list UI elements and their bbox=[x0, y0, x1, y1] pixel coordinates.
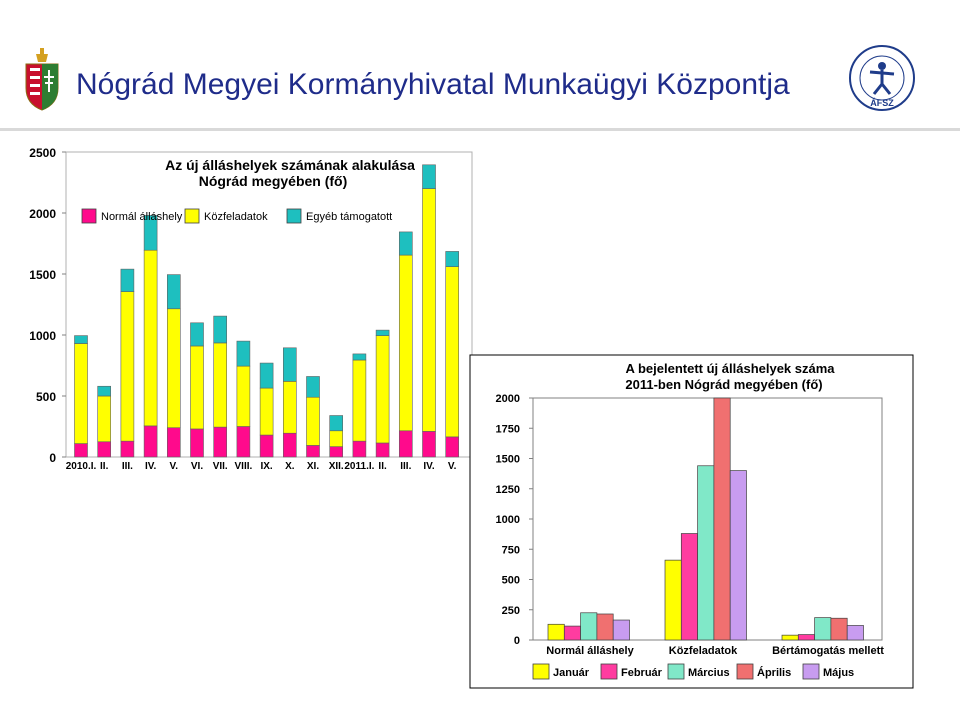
chart1-legend-swatch bbox=[184, 208, 200, 224]
chart2-ytick-label: 1500 bbox=[496, 454, 520, 466]
chart1-xtick-label: XII. bbox=[329, 461, 344, 472]
chart1-xtick-label: VII. bbox=[213, 461, 228, 472]
chart2-bar bbox=[814, 617, 832, 641]
chart2-title: A bejelentett új álláshelyek száma bbox=[625, 361, 835, 376]
chart1-xtick-label: III. bbox=[122, 461, 133, 472]
chart1-bar-segment bbox=[97, 385, 111, 397]
chart1-legend-label: Egyéb támogatott bbox=[306, 211, 392, 223]
chart2-legend-swatch bbox=[600, 663, 618, 680]
chart2-bar bbox=[612, 619, 630, 641]
chart1-ytick-label: 500 bbox=[36, 390, 56, 404]
chart2-legend-label: Május bbox=[823, 667, 854, 679]
chart1-bar-segment bbox=[306, 376, 320, 398]
chart1-bar-segment bbox=[190, 322, 204, 347]
chart1-xtick-label: VI. bbox=[191, 461, 203, 472]
chart1-subtitle: Nógrád megyében (fő) bbox=[199, 173, 348, 189]
chart1-xtick-label: II. bbox=[100, 461, 109, 472]
chart2-ytick-label: 750 bbox=[502, 544, 520, 556]
chart2-bar bbox=[547, 623, 565, 641]
chart2-bar bbox=[781, 634, 799, 641]
chart1-legend-label: Közfeladatok bbox=[204, 211, 268, 223]
chart1-legend-label: Normál álláshely bbox=[101, 211, 183, 223]
chart2-legend-label: Január bbox=[553, 667, 590, 679]
chart1-bar-segment bbox=[329, 415, 344, 432]
chart1-xtick-label: IV. bbox=[423, 461, 435, 472]
chart2-ytick-label: 250 bbox=[502, 605, 520, 617]
chart2-legend-swatch bbox=[802, 663, 820, 680]
chart2-subtitle: 2011-ben Nógrád megyében (fő) bbox=[625, 377, 822, 392]
chart1-xtick-label: X. bbox=[285, 461, 295, 472]
chart1-bar-segment bbox=[120, 268, 135, 292]
chart1-bar-segment bbox=[236, 340, 251, 367]
chart1-bar-segment bbox=[143, 215, 158, 251]
chart2-bar bbox=[830, 617, 848, 641]
page-title: Nógrád Megyei Kormányhivatal Munkaügyi K… bbox=[76, 68, 790, 101]
chart2-ytick-label: 2000 bbox=[496, 393, 520, 405]
chart1-bar-segment bbox=[74, 335, 88, 344]
chart1-xtick-label: XI. bbox=[307, 461, 319, 472]
chart1-bar-segment bbox=[167, 274, 181, 310]
chart1-legend-swatch bbox=[81, 208, 97, 224]
chart1-ytick-label: 0 bbox=[49, 451, 56, 465]
chart1-bar-segment bbox=[213, 315, 227, 344]
chart2-xtick-label: Közfeladatok bbox=[669, 645, 738, 657]
chart2-xtick-label: Normál álláshely bbox=[546, 645, 634, 657]
chart1-xtick-label: IX. bbox=[260, 461, 272, 472]
chart2-bar bbox=[680, 533, 698, 641]
chart2-legend-label: Február bbox=[621, 667, 663, 679]
chart2-bar bbox=[697, 465, 715, 641]
chart1-ytick-label: 1500 bbox=[29, 268, 56, 282]
chart1-xtick-label: 2010.I. bbox=[66, 461, 97, 472]
hungarian-crest-icon bbox=[25, 48, 59, 111]
chart1-legend-swatch bbox=[286, 208, 302, 224]
chart2-bar bbox=[713, 397, 731, 641]
afsz-logo-icon: ÁFSZ bbox=[849, 45, 915, 111]
chart1-ytick-label: 2000 bbox=[29, 207, 56, 221]
chart2-legend-label: Április bbox=[757, 666, 791, 679]
chart1-xtick-label: 2011.I. bbox=[344, 461, 374, 472]
chart2-bar bbox=[797, 634, 815, 641]
chart1-bar-segment bbox=[398, 231, 413, 256]
chart1-ytick-label: 2500 bbox=[29, 146, 56, 160]
chart2-bar bbox=[846, 625, 864, 641]
chart2-legend-label: Március bbox=[688, 667, 730, 679]
chart1-ytick-label: 1000 bbox=[29, 329, 56, 343]
chart2-bar bbox=[664, 559, 682, 641]
chart1-xtick-label: III. bbox=[400, 461, 411, 472]
chart2-bar bbox=[580, 612, 598, 641]
header-divider bbox=[0, 128, 960, 131]
chart2-ytick-label: 500 bbox=[502, 575, 520, 587]
chart1-bar-segment bbox=[352, 353, 367, 361]
chart2-legend-swatch bbox=[667, 663, 685, 680]
afsz-logo-text: ÁFSZ bbox=[870, 98, 894, 108]
chart1-bar-segment bbox=[259, 362, 274, 389]
chart1-bar-segment bbox=[282, 347, 297, 382]
chart1-xtick-label: V. bbox=[170, 461, 179, 472]
chart1-bar-segment bbox=[375, 329, 390, 336]
chart2-bar bbox=[596, 613, 614, 641]
chart1-xtick-label: II. bbox=[378, 461, 387, 472]
chart1-xtick-label: VIII. bbox=[235, 461, 253, 472]
chart2-ytick-label: 1750 bbox=[496, 423, 520, 435]
chart1-xtick-label: IV. bbox=[145, 461, 157, 472]
chart1-xtick-label: V. bbox=[448, 461, 457, 472]
chart1-bar-segment bbox=[422, 164, 436, 189]
chart1-title: Az új álláshelyek számának alakulása bbox=[165, 157, 415, 173]
chart2-legend-swatch bbox=[532, 663, 550, 680]
chart2-bar bbox=[563, 625, 581, 641]
chart2-legend-swatch bbox=[736, 663, 754, 680]
chart2-ytick-label: 1000 bbox=[496, 514, 520, 526]
chart1-bar-segment bbox=[445, 251, 460, 267]
chart2-xtick-label: Bértámogatás mellett bbox=[772, 645, 884, 657]
chart2-ytick-label: 0 bbox=[514, 635, 520, 647]
chart2-bar bbox=[729, 470, 747, 641]
chart2-ytick-label: 1250 bbox=[496, 484, 520, 496]
